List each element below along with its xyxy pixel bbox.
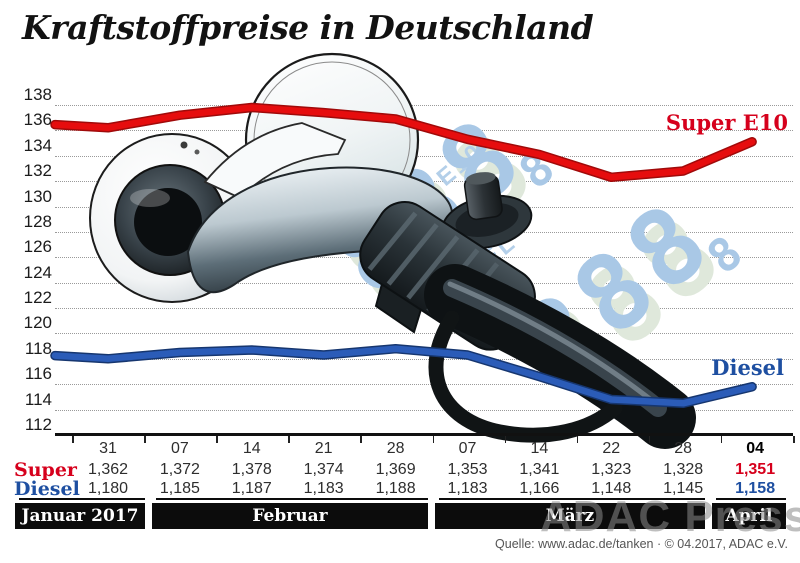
x-tick — [216, 436, 218, 443]
table-separator — [19, 498, 145, 500]
x-tick — [144, 436, 146, 443]
value-cell: 1,166 — [519, 480, 560, 497]
y-tick-label: 134 — [23, 135, 52, 155]
x-tick — [720, 436, 723, 443]
gridline-114 — [55, 409, 793, 411]
value-cell: 1,351 — [735, 461, 776, 478]
x-axis-line — [55, 433, 793, 436]
x-tick — [72, 436, 74, 443]
date-cell: 07 — [458, 440, 477, 457]
month-bar-4: April — [712, 503, 786, 529]
table-separator — [439, 498, 705, 500]
y-tick-label: 116 — [24, 364, 52, 384]
y-tick-label: 138 — [23, 85, 52, 104]
gridline-120 — [55, 333, 793, 335]
value-cell: 1,369 — [375, 461, 416, 478]
value-cell: 1,183 — [447, 480, 488, 497]
date-cell: 28 — [386, 440, 405, 457]
page-title: Kraftstoffpreise in Deutschland — [22, 8, 594, 47]
y-tick-label: 122 — [23, 288, 52, 308]
x-tick — [432, 436, 434, 443]
y-tick-label: 132 — [23, 161, 52, 181]
series-label-super-e10: Super E10 — [665, 110, 788, 135]
y-tick-label: 118 — [24, 338, 52, 358]
gridline-138 — [55, 105, 793, 106]
y-tick-label: 128 — [23, 211, 52, 231]
value-cell: 1,145 — [663, 480, 704, 497]
x-tick — [576, 436, 579, 443]
month-bar-3: März — [435, 503, 705, 529]
table-separator — [156, 498, 428, 500]
row-label-super: Super — [14, 459, 77, 481]
month-bar-1: Januar 2017 — [15, 503, 145, 529]
value-cell: 1,158 — [735, 480, 776, 497]
table-separator — [716, 498, 786, 500]
gridline-116 — [55, 384, 793, 386]
value-cell: 1,378 — [231, 461, 272, 478]
date-cell: 31 — [99, 440, 117, 457]
y-tick-label: 136 — [23, 110, 52, 130]
date-cell: 07 — [170, 440, 189, 457]
nozzle-lever — [203, 122, 347, 200]
value-cell: 1,185 — [159, 480, 200, 497]
y-tick-label: 126 — [23, 237, 52, 257]
gridline-118 — [55, 358, 793, 360]
y-tick-label: 120 — [23, 313, 52, 333]
chart-lines — [50, 102, 757, 409]
date-cell: 21 — [314, 440, 333, 457]
value-cell: 1,187 — [231, 480, 272, 497]
date-cell: 22 — [602, 440, 621, 457]
value-cell: 1,353 — [447, 461, 488, 478]
date-cell: 04 — [746, 440, 764, 457]
row-label-diesel: Diesel — [14, 478, 80, 500]
month-bar-2: Februar — [152, 503, 428, 529]
x-tick — [504, 436, 507, 443]
x-tick — [288, 436, 290, 443]
x-tick — [648, 436, 651, 443]
value-cell: 1,188 — [375, 480, 416, 497]
y-tick-label: 114 — [24, 389, 52, 409]
gridline-134 — [55, 155, 793, 157]
value-cell: 1,372 — [159, 461, 200, 478]
y-tick-label: 130 — [23, 186, 52, 206]
value-cell: 1,362 — [87, 461, 129, 478]
breather-knob — [441, 172, 533, 250]
value-cell: 1,323 — [591, 461, 632, 478]
line-diesel — [51, 345, 756, 407]
value-cell: 1,183 — [303, 480, 344, 497]
value-cell: 1,341 — [519, 461, 560, 478]
value-cell: 1,374 — [303, 461, 344, 478]
trigger-guard — [428, 310, 623, 443]
value-cell: 1,148 — [591, 480, 632, 497]
source-credit: Quelle: www.adac.de/tanken · © 04.2017, … — [495, 537, 788, 551]
date-cell: 14 — [242, 440, 261, 457]
value-cell: 1,328 — [663, 461, 704, 478]
date-cell: 28 — [674, 440, 693, 457]
date-cell: 14 — [530, 440, 549, 457]
x-tick — [360, 436, 362, 443]
value-cell: 1,180 — [87, 480, 129, 497]
series-label-diesel: Diesel — [711, 355, 784, 380]
y-tick-label: 124 — [23, 262, 52, 282]
y-tick-label: 112 — [24, 414, 52, 434]
line-super-e10 — [51, 104, 756, 181]
x-tick — [793, 436, 795, 443]
